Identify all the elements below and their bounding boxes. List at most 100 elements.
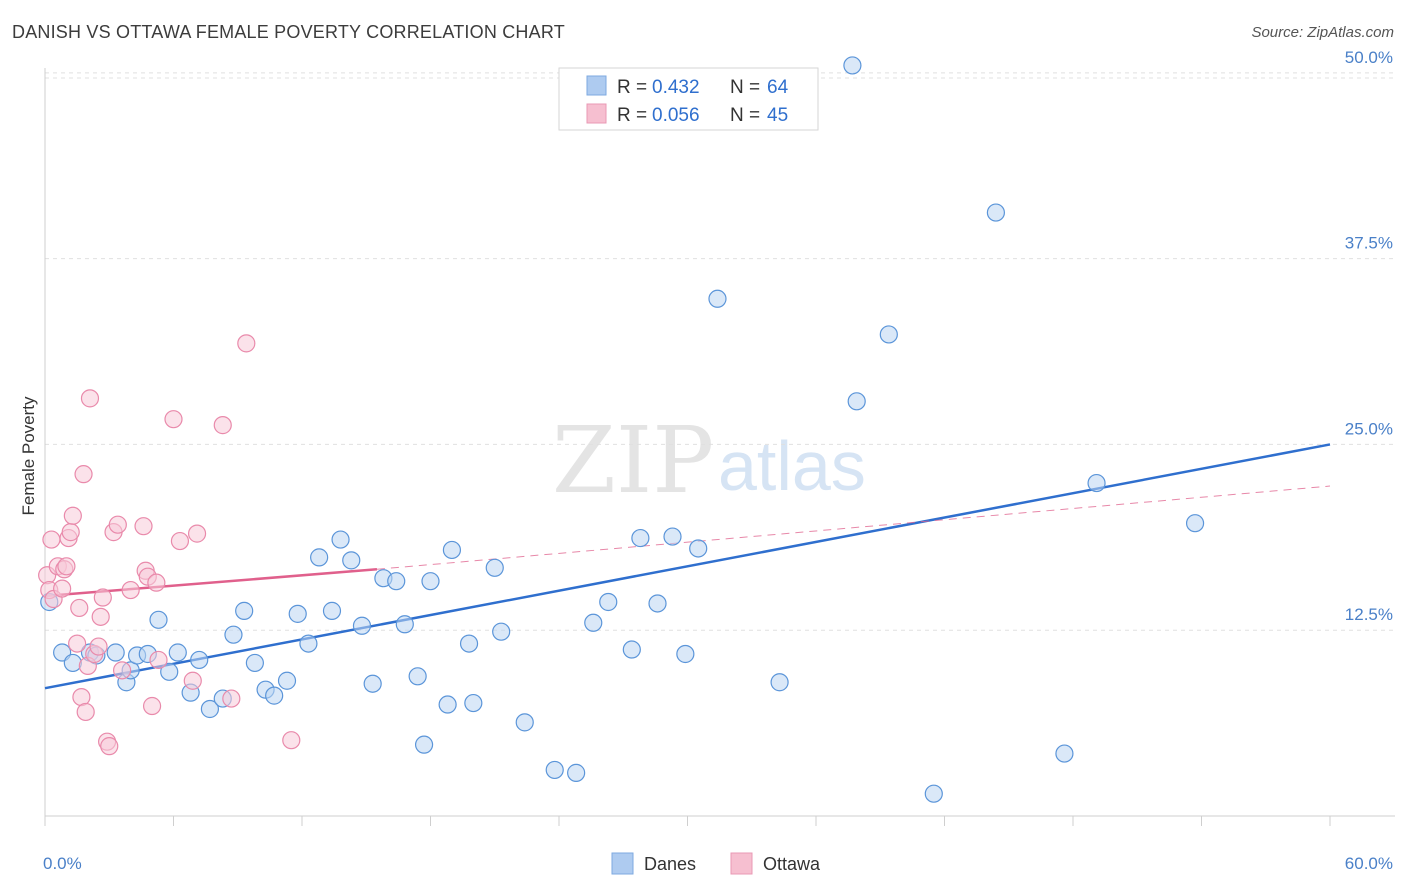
point-danes [265, 686, 284, 705]
point-danes [986, 203, 1006, 222]
point-danes [200, 699, 220, 719]
point-ottawa [134, 517, 153, 536]
point-danes [1055, 744, 1074, 763]
point-ottawa [70, 598, 89, 618]
point-ottawa [282, 731, 301, 750]
source-credit: Source: ZipAtlas.com [1251, 24, 1394, 41]
point-danes [363, 674, 382, 693]
point-ottawa [170, 531, 190, 551]
point-danes [1185, 514, 1205, 533]
y-axis-title: Female Poverty [19, 396, 38, 516]
point-danes [708, 289, 727, 308]
point-ottawa [93, 588, 112, 607]
point-danes [310, 548, 329, 567]
legend-r-label-ottawa: R = [617, 105, 647, 126]
point-ottawa [108, 515, 127, 534]
point-danes [1087, 473, 1106, 493]
x-tick-label: 0.0% [43, 854, 82, 873]
point-danes [63, 653, 82, 673]
y-tick-label: 12.5% [1345, 605, 1393, 624]
trend-line-danes [44, 443, 1331, 690]
point-ottawa [57, 557, 76, 576]
watermark-zip: ZIP [552, 407, 714, 514]
series-legend-label-danes: Danes [644, 854, 696, 874]
chart-title: DANISH VS OTTAWA FEMALE POVERTY CORRELAT… [12, 22, 565, 42]
point-danes [395, 615, 414, 634]
point-ottawa [89, 637, 108, 656]
point-danes [515, 713, 534, 732]
point-danes [663, 527, 682, 546]
point-danes [438, 695, 457, 714]
point-danes [168, 643, 187, 662]
point-danes [408, 667, 427, 686]
trend-extension-ottawa [376, 485, 1331, 570]
point-ottawa [91, 607, 110, 626]
point-danes [224, 625, 243, 644]
watermark-atlas: atlas [718, 427, 866, 505]
point-ottawa [149, 650, 168, 670]
x-tick-label: 60.0% [1345, 854, 1393, 873]
point-danes [599, 592, 618, 612]
point-ottawa [80, 389, 100, 408]
point-danes [648, 594, 667, 613]
point-ottawa [142, 696, 162, 716]
point-ottawa [213, 416, 232, 435]
series-legend: Danes Ottawa [611, 852, 821, 875]
point-danes [567, 763, 586, 782]
point-danes [342, 551, 361, 570]
legend-n-value-ottawa: 45 [767, 105, 788, 126]
point-ottawa [187, 524, 207, 543]
point-ottawa [53, 579, 72, 598]
x-tick-labels: 0.0% 60.0% [43, 854, 1393, 873]
point-ottawa [100, 737, 119, 756]
point-ottawa [237, 334, 256, 353]
point-danes [288, 604, 307, 623]
point-danes [421, 572, 440, 591]
point-danes [879, 325, 898, 344]
legend-r-label-danes: R = [617, 77, 647, 98]
y-tick-label: 50.0% [1345, 48, 1393, 67]
point-danes [847, 392, 866, 411]
point-danes [584, 613, 603, 632]
point-ottawa [112, 661, 132, 680]
watermark: ZIP atlas [552, 407, 866, 514]
data-points [38, 56, 1205, 803]
point-danes [924, 784, 943, 803]
series-legend-swatch-ottawa [730, 852, 753, 875]
legend-r-value-danes: 0.432 [652, 77, 700, 98]
point-danes [689, 539, 708, 558]
point-danes [492, 622, 511, 641]
point-ottawa [63, 506, 82, 525]
point-ottawa [68, 634, 87, 653]
point-ottawa [164, 410, 183, 429]
point-ottawa [183, 671, 202, 690]
point-danes [106, 643, 125, 662]
point-danes [459, 634, 479, 653]
y-tick-labels: 12.5% 25.0% 37.5% 50.0% [1345, 48, 1393, 624]
series-legend-label-ottawa: Ottawa [763, 854, 821, 874]
legend-swatch-ottawa [586, 103, 607, 124]
point-ottawa [222, 689, 241, 708]
point-danes [414, 735, 434, 754]
point-ottawa [61, 523, 80, 542]
legend-n-label-danes: N = [730, 77, 760, 98]
point-ottawa [42, 530, 61, 549]
point-danes [631, 528, 650, 548]
legend-swatch-danes [586, 75, 607, 96]
point-danes [387, 572, 406, 591]
axes [44, 68, 1395, 826]
point-danes [770, 673, 789, 692]
y-tick-label: 25.0% [1345, 419, 1393, 438]
point-danes [442, 540, 462, 560]
point-danes [485, 558, 504, 577]
legend-n-label-ottawa: N = [730, 105, 760, 126]
point-danes [322, 601, 342, 620]
point-danes [149, 610, 168, 629]
point-danes [464, 693, 483, 713]
trend-line-ottawa [44, 568, 378, 598]
stats-legend: R = 0.432 N = 64 R = 0.056 N = 45 [558, 67, 819, 131]
legend-n-value-danes: 64 [767, 77, 789, 98]
point-danes [245, 653, 264, 673]
point-danes [331, 530, 350, 549]
legend-r-value-ottawa: 0.056 [652, 105, 700, 126]
